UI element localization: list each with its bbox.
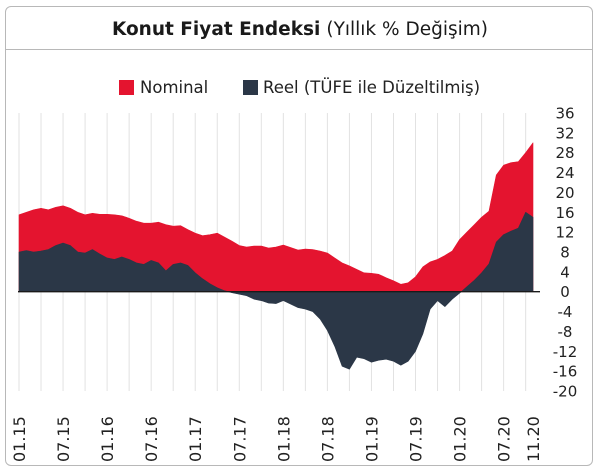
legend-swatch-reel xyxy=(243,80,258,95)
chart-title-unit: (Yıllık % Değişim) xyxy=(326,19,489,40)
legend-label-nominal: Nominal xyxy=(140,77,209,97)
title-divider xyxy=(6,49,592,50)
y-tick-label: 20 xyxy=(555,184,574,202)
y-tick-label: 28 xyxy=(555,144,574,162)
x-tick-label: 07.15 xyxy=(54,416,73,462)
y-tick-label: 24 xyxy=(555,164,574,182)
x-tick-label: 01.17 xyxy=(186,416,205,462)
x-tick-label: 01.20 xyxy=(451,416,470,462)
x-tick-label: 01.18 xyxy=(274,416,293,462)
x-tick-label: 07.19 xyxy=(407,416,426,462)
chart-title-main: Konut Fiyat Endeksi xyxy=(111,19,321,40)
x-tick-label: 07.16 xyxy=(142,416,161,462)
x-tick-label: 07.17 xyxy=(230,416,249,462)
y-tick-label: -20 xyxy=(553,383,578,401)
y-tick-label: -16 xyxy=(553,363,578,381)
y-tick-label: -12 xyxy=(553,343,578,361)
y-tick-label: 32 xyxy=(555,124,574,142)
legend-label-reel: Reel (TÜFE ile Düzeltilmiş) xyxy=(263,77,481,97)
x-tick-label: 01.16 xyxy=(98,416,117,462)
x-tick-label: 07.18 xyxy=(318,416,337,462)
series-area-nominal xyxy=(18,142,534,293)
y-tick-label: 16 xyxy=(555,204,574,222)
x-axis: 01.15 07.15 01.16 07.16 01.17 07.17 01.18 07.18… xyxy=(10,416,543,462)
chart-title: Konut Fiyat Endeksi (Yıllık % Değişim) xyxy=(0,17,600,43)
chart-frame xyxy=(5,6,593,466)
x-tick-label: 01.19 xyxy=(362,416,381,462)
y-tick-label: 8 xyxy=(560,244,570,262)
y-tick-label: -8 xyxy=(558,323,573,341)
x-tick-label: 07.20 xyxy=(495,416,514,462)
y-tick-label: -4 xyxy=(558,303,573,321)
x-tick-label: 01.15 xyxy=(10,416,29,462)
y-tick-label: 0 xyxy=(560,283,570,301)
y-tick-label: 12 xyxy=(555,224,574,242)
series-area-reel xyxy=(18,211,534,370)
y-tick-label: 36 xyxy=(555,105,574,123)
legend-swatch-nominal xyxy=(119,80,134,95)
series-areas xyxy=(18,142,534,370)
x-tick-label: 11.20 xyxy=(524,416,543,462)
y-tick-label: 4 xyxy=(560,263,570,281)
